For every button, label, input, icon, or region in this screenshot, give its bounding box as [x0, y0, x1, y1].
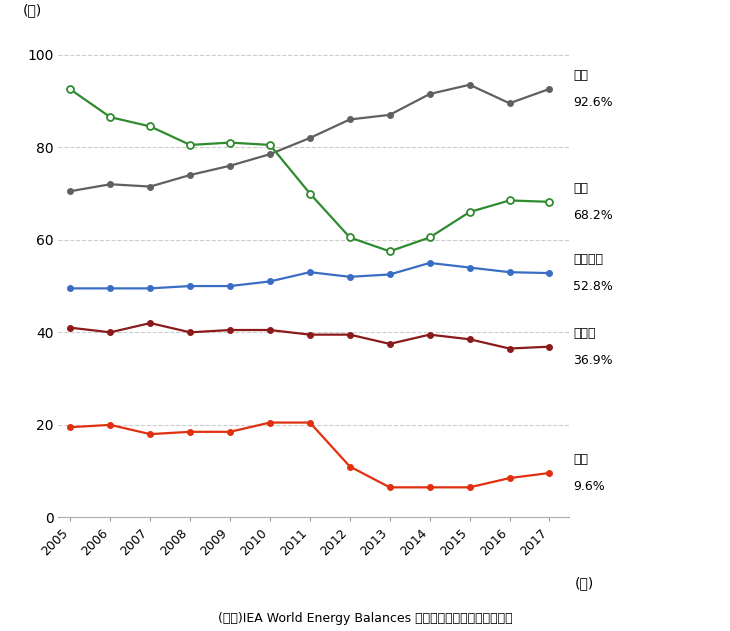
- Text: フランス: フランス: [573, 253, 604, 266]
- Text: ドイツ: ドイツ: [573, 327, 596, 339]
- Text: 米国: 米国: [573, 69, 588, 82]
- Text: (％): (％): [23, 3, 42, 17]
- Text: (出典)IEA World Energy Balances を基に資源エネルギー庁作成: (出典)IEA World Energy Balances を基に資源エネルギー…: [218, 611, 512, 625]
- Text: 日本: 日本: [573, 453, 588, 466]
- Text: (年): (年): [575, 575, 593, 590]
- Text: 68.2%: 68.2%: [573, 209, 613, 221]
- Text: 9.6%: 9.6%: [573, 480, 605, 493]
- Text: 英国: 英国: [573, 182, 588, 195]
- Text: 36.9%: 36.9%: [573, 353, 613, 367]
- Text: 92.6%: 92.6%: [573, 96, 613, 109]
- Text: 52.8%: 52.8%: [573, 280, 613, 293]
